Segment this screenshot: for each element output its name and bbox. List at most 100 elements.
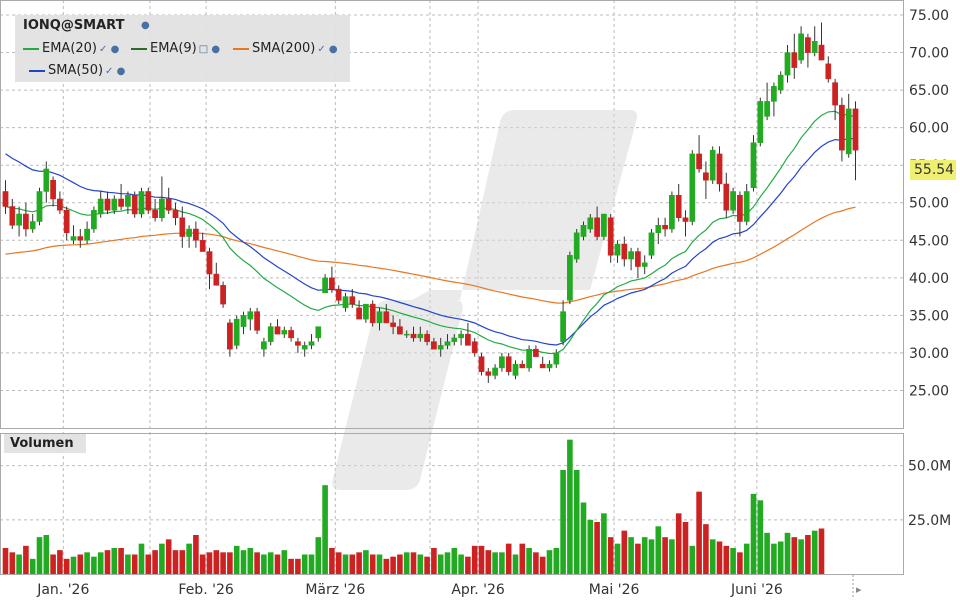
volume-bar <box>546 550 553 574</box>
volume-bar <box>641 537 648 574</box>
volume-bar <box>689 545 696 574</box>
volume-bar <box>125 554 131 574</box>
volume-bar <box>403 552 410 574</box>
volume-bar <box>444 552 451 574</box>
candle-body <box>295 341 301 346</box>
volume-bar <box>737 552 743 574</box>
candle-body <box>471 341 478 354</box>
candle-body <box>601 213 607 237</box>
volume-bar <box>682 522 689 574</box>
volume-bar <box>614 543 621 574</box>
candle-body <box>737 194 743 222</box>
candle-body <box>57 198 63 211</box>
candle-body <box>308 341 315 346</box>
candle-body <box>635 251 641 267</box>
candle-body <box>233 318 240 346</box>
volume-bar <box>295 558 301 574</box>
volume-bar <box>519 543 526 574</box>
volume-bar <box>512 554 519 574</box>
legend-ema20[interactable]: EMA(20) ✓ ● <box>23 41 119 56</box>
month-tick-label: Jan. '26 <box>36 582 89 598</box>
volume-bar <box>267 552 274 574</box>
volume-bar <box>791 537 798 574</box>
volume-bars <box>2 439 825 574</box>
volume-bar <box>233 545 240 574</box>
candle-body <box>84 228 90 241</box>
volume-bar <box>77 554 84 574</box>
volume-bar <box>784 532 791 574</box>
volume-bar <box>730 548 736 574</box>
candle-body <box>397 326 403 335</box>
candle-body <box>193 228 199 241</box>
candle-body <box>852 108 859 151</box>
volume-bar <box>227 552 233 574</box>
price-tick-label: 45.00 <box>909 233 949 249</box>
legend-sma50[interactable]: SMA(50) ✓ ● <box>29 63 125 78</box>
volume-bar <box>9 552 16 574</box>
volume-bar <box>131 554 138 574</box>
symbol-settings-icon[interactable]: ● <box>141 20 150 31</box>
volume-bar <box>471 545 478 574</box>
candle-body <box>560 311 566 342</box>
legend-ema9[interactable]: EMA(9) □ ● <box>131 41 220 56</box>
volume-bar <box>410 552 417 574</box>
volume-bar <box>91 556 97 574</box>
scroll-right-icon[interactable]: ▸ <box>856 583 862 596</box>
candle-body <box>546 363 553 369</box>
candle-body <box>818 44 825 61</box>
candle-body <box>43 168 50 192</box>
candle-body <box>329 277 335 290</box>
candle-body <box>662 225 668 230</box>
volume-bar <box>159 543 165 574</box>
volume-bar <box>757 500 764 574</box>
candle-body <box>703 172 709 181</box>
candle-body <box>322 277 328 294</box>
volume-bar <box>179 550 186 574</box>
candle-body <box>811 41 818 53</box>
candle-body <box>179 217 186 237</box>
candle-body <box>750 142 757 188</box>
candle-body <box>335 288 342 301</box>
candle-body <box>505 356 512 372</box>
volume-bar <box>118 548 124 574</box>
volume-bar <box>478 545 485 574</box>
volume-bar <box>417 554 424 574</box>
candle-body <box>261 341 267 350</box>
candle-body <box>349 296 356 305</box>
volume-bar <box>709 539 716 574</box>
legend-sma200[interactable]: SMA(200) ✓ ● <box>233 41 338 56</box>
candle-body <box>424 333 430 342</box>
volume-bar <box>499 552 505 574</box>
candle-body <box>791 52 798 68</box>
volume-bar <box>750 493 757 574</box>
candle-body <box>798 33 804 61</box>
volume-bar <box>288 558 294 574</box>
volume-bar <box>97 552 104 574</box>
candle-body <box>186 228 192 237</box>
volume-bar <box>36 537 43 574</box>
price-tick-label: 40.00 <box>909 271 949 287</box>
volume-bar <box>213 550 220 574</box>
candle-body <box>254 311 260 331</box>
candle-body <box>9 206 16 226</box>
volume-bar <box>580 502 587 574</box>
candle-body <box>356 307 362 320</box>
candle-body <box>832 82 838 106</box>
candle-body <box>696 153 702 170</box>
candle-body <box>526 348 532 369</box>
candle-body <box>478 356 485 372</box>
volume-bar <box>805 535 811 574</box>
month-tick-label: März '26 <box>305 582 365 598</box>
candle-body <box>614 243 621 256</box>
candle-body <box>152 209 158 219</box>
candle-body <box>383 311 390 324</box>
volume-tick-label: 50.0M <box>908 459 951 475</box>
candle-body <box>199 240 206 252</box>
candle-body <box>410 333 417 339</box>
symbol-label: IONQ@SMART <box>23 18 125 33</box>
candle-body <box>111 198 118 211</box>
price-tick-label: 70.00 <box>909 46 949 62</box>
candle-body <box>533 348 539 357</box>
volume-bar <box>567 439 573 574</box>
